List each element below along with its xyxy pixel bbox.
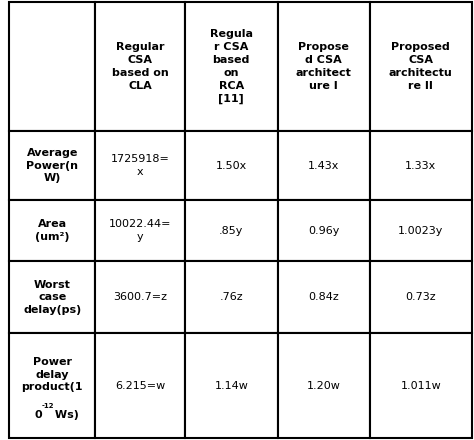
Bar	[9, 131, 95, 200]
Text: Proposed
CSA
architectu
re II: Proposed CSA architectu re II	[389, 42, 453, 91]
Text: 3600.7=z: 3600.7=z	[113, 292, 167, 302]
Bar	[95, 200, 185, 261]
Text: Ws): Ws)	[51, 411, 79, 421]
Bar	[185, 2, 277, 131]
Text: 1725918=
x: 1725918= x	[110, 154, 170, 177]
Bar	[9, 333, 95, 438]
Text: -12: -12	[41, 403, 54, 409]
Bar	[277, 200, 370, 261]
Bar	[185, 261, 277, 333]
Bar	[185, 200, 277, 261]
Bar	[370, 131, 472, 200]
Bar	[277, 333, 370, 438]
Bar	[370, 333, 472, 438]
Text: 1.43x: 1.43x	[308, 161, 339, 171]
Bar	[277, 261, 370, 333]
Text: .76z: .76z	[219, 292, 243, 302]
Text: 1.20w: 1.20w	[307, 381, 341, 391]
Text: 0: 0	[34, 411, 42, 421]
Text: Regula
r CSA
based
on
RCA
[11]: Regula r CSA based on RCA [11]	[210, 29, 253, 103]
Bar	[95, 131, 185, 200]
Text: .85y: .85y	[219, 226, 244, 236]
Text: 1.14w: 1.14w	[214, 381, 248, 391]
Text: 0.84z: 0.84z	[309, 292, 339, 302]
Text: 0.96y: 0.96y	[308, 226, 339, 236]
Bar	[9, 261, 95, 333]
Text: Area
(um²): Area (um²)	[35, 220, 70, 242]
Bar	[370, 200, 472, 261]
Bar	[277, 131, 370, 200]
Bar	[9, 2, 95, 131]
Bar	[185, 333, 277, 438]
Bar	[185, 131, 277, 200]
Bar	[9, 200, 95, 261]
Bar	[370, 261, 472, 333]
Text: Worst
case
delay(ps): Worst case delay(ps)	[23, 279, 82, 315]
Text: Regular
CSA
based on
CLA: Regular CSA based on CLA	[112, 42, 168, 91]
Text: 1.0023y: 1.0023y	[398, 226, 444, 236]
Text: 1.011w: 1.011w	[401, 381, 441, 391]
Text: 6.215=w: 6.215=w	[115, 381, 165, 391]
Bar	[95, 333, 185, 438]
Text: 0.73z: 0.73z	[405, 292, 436, 302]
Text: 1.33x: 1.33x	[405, 161, 437, 171]
Text: Average
Power(n
W): Average Power(n W)	[26, 148, 78, 183]
Text: Power
delay
product(1: Power delay product(1	[21, 357, 83, 392]
Bar	[95, 2, 185, 131]
Text: 1.50x: 1.50x	[216, 161, 247, 171]
Text: Propose
d CSA
architect
ure I: Propose d CSA architect ure I	[296, 42, 352, 91]
Bar	[277, 2, 370, 131]
Bar	[95, 261, 185, 333]
Bar	[370, 2, 472, 131]
Text: 10022.44=
y: 10022.44= y	[109, 220, 171, 242]
